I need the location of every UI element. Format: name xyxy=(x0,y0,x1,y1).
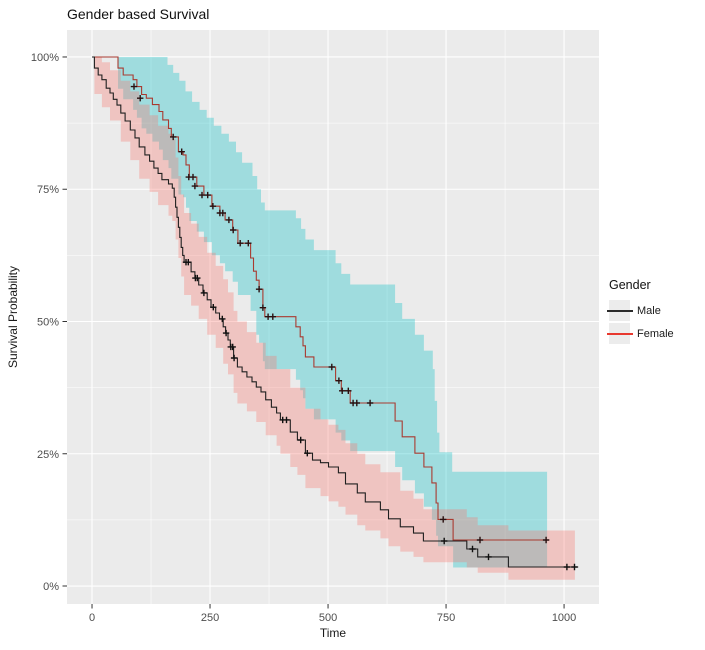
censor-marks-female xyxy=(130,83,550,544)
legend-item-male: Male xyxy=(607,300,705,321)
female-line-swatch-icon xyxy=(607,333,633,335)
y-tick-label: 50% xyxy=(37,316,59,328)
plot-panel xyxy=(67,30,599,604)
y-axis-title: Survival Probability xyxy=(6,265,20,369)
ci-band-male xyxy=(92,57,575,580)
legend-label-male: Male xyxy=(637,304,661,317)
legend-label-female: Female xyxy=(637,327,674,340)
plot-title: Gender based Survival xyxy=(67,6,210,22)
x-tick-label: 1000 xyxy=(552,612,576,624)
x-tick-label: 750 xyxy=(437,612,455,624)
legend-title: Gender xyxy=(609,278,651,292)
ci-band-female xyxy=(92,57,548,568)
censor-marks-male xyxy=(182,259,578,571)
legend-key-male xyxy=(607,300,633,321)
legend: Gender Male Female xyxy=(607,278,705,346)
survival-curve-male xyxy=(92,56,579,568)
y-tick-label: 100% xyxy=(31,52,59,64)
y-tick-label: 75% xyxy=(37,184,59,196)
x-axis-title: Time xyxy=(319,626,347,640)
y-tick-label: 25% xyxy=(37,449,59,461)
y-tick-label: 0% xyxy=(43,581,59,593)
x-tick-label: 0 xyxy=(89,612,95,624)
legend-key-female xyxy=(607,323,633,344)
survival-curve-female xyxy=(92,56,548,541)
x-tick-label: 500 xyxy=(319,612,337,624)
legend-item-female: Female xyxy=(607,323,705,344)
male-line-swatch-icon xyxy=(607,310,633,312)
x-tick-label: 250 xyxy=(201,612,219,624)
